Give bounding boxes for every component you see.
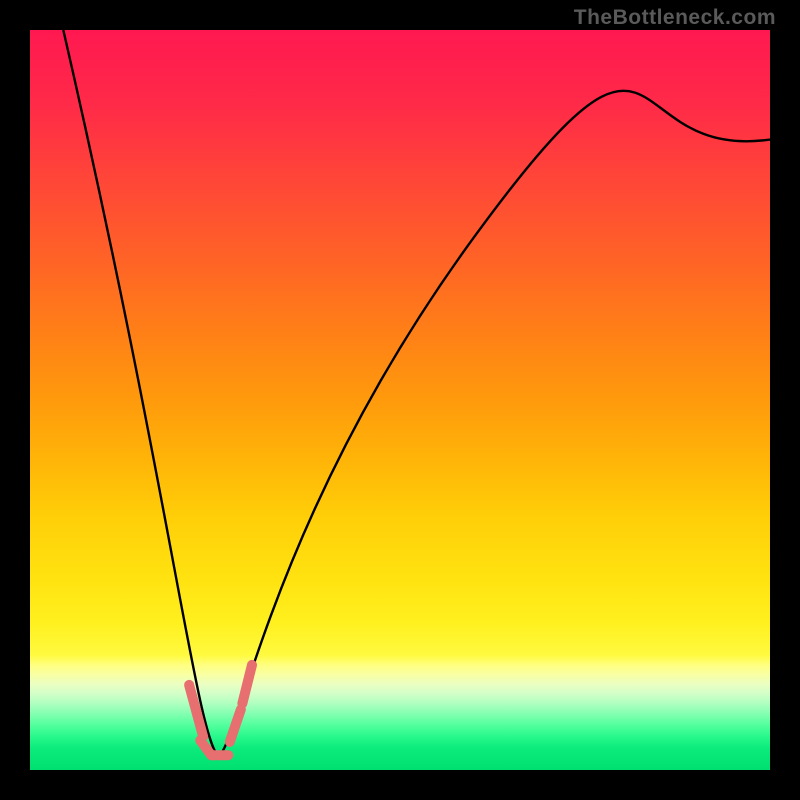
chart-container: TheBottleneck.com [0,0,800,800]
bottleneck-chart [0,0,800,800]
watermark-text: TheBottleneck.com [574,6,776,30]
